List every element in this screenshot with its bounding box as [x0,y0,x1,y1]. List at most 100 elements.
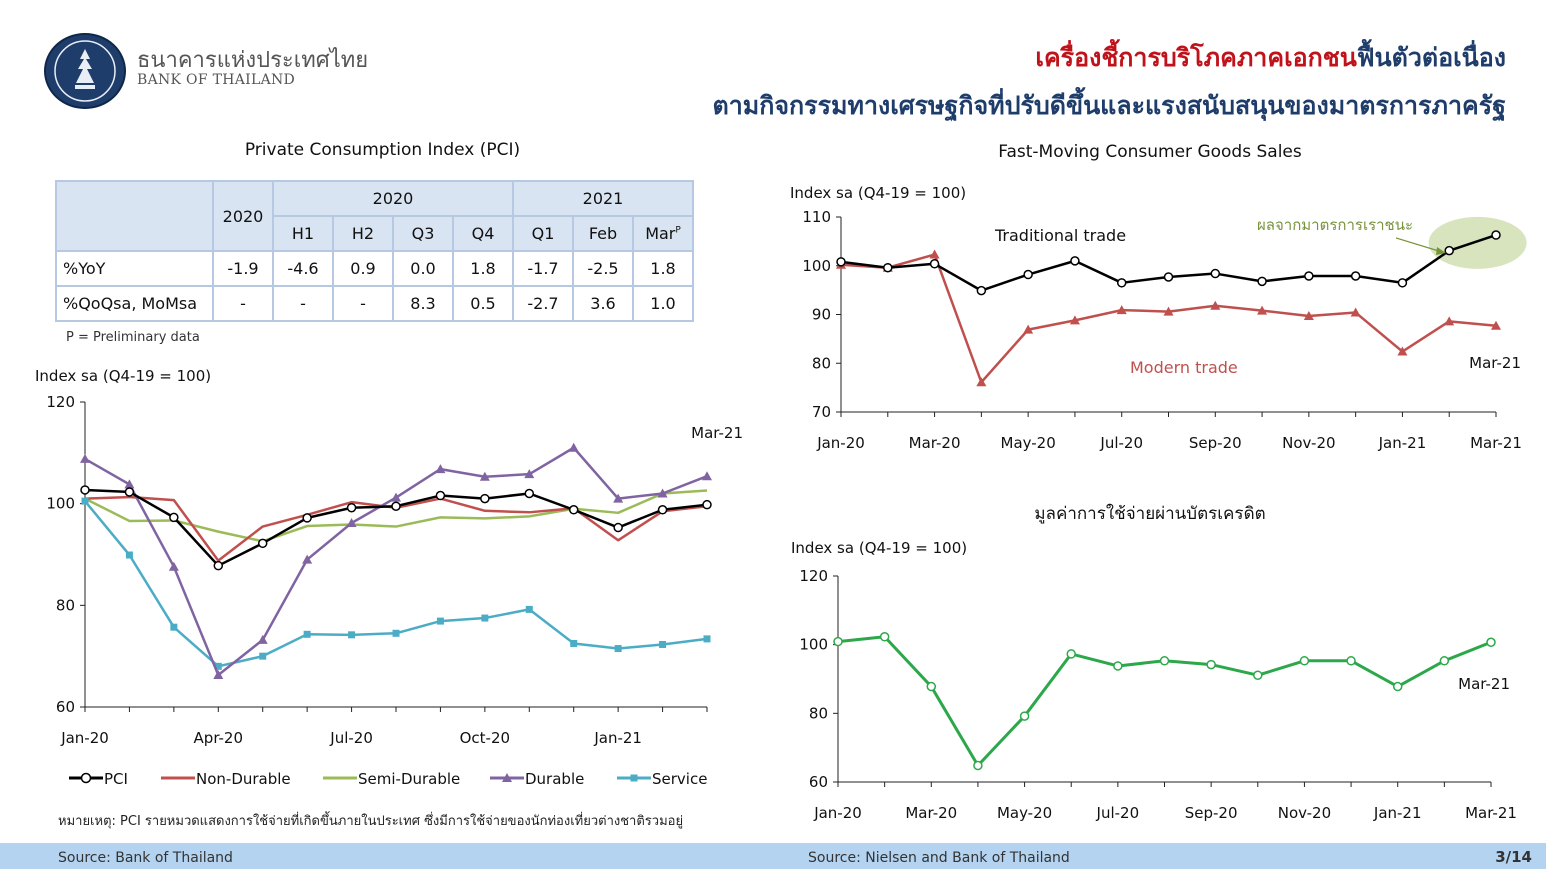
legend-item-semi-durable: Semi-Durable [322,770,460,788]
table-cell: 1.0 [632,285,694,322]
pci-series-point [257,538,268,549]
credit-card-series-point [1159,656,1170,666]
pci-series-point [302,513,312,523]
x-tick-label: Jul-20 [1096,804,1140,822]
highlight-ellipse [1428,216,1527,269]
table-header-feb: Feb [572,215,634,252]
pci-series-point [657,505,668,515]
table-group-2020: 2020 [272,180,514,217]
modern-trade-series-point [1116,305,1127,315]
fmcg-chart-title: Fast-Moving Consumer Goods Sales [998,142,1302,162]
traditional-trade-series-point [1210,268,1221,279]
credit-chart-title: มูลค่าการใช้จ่ายผ่านบัตรเครดิต [1034,504,1266,524]
x-tick-label: Mar-21 [1470,434,1522,452]
credit-card-series-point [1253,670,1263,680]
credit-card-series-point [1299,656,1310,666]
durable-series-point [302,554,313,564]
credit-card-series-point [1439,656,1450,666]
y-tick-label: 110 [802,208,831,226]
x-tick-label: Jan-20 [816,434,865,452]
pci-series-point [568,505,579,515]
service-series-point [170,623,178,631]
credit-card-series-point [1113,661,1123,671]
credit-card-series-point [1346,656,1356,666]
modern-trade-series-point [1163,306,1174,316]
table-cell: 0.9 [332,250,394,287]
legend-label-service: Service [652,770,708,788]
modern-trade-series-point [1257,305,1268,315]
legend-swatch-durable [490,773,524,782]
y-tick-label: 120 [46,393,75,411]
table-header-q1: Q1 [512,215,574,252]
credit-card-series-point [926,681,937,692]
annotation-arrow-line [1395,237,1443,253]
traditional-trade-series-point [1257,276,1267,287]
y-tick-label: 80 [812,354,831,372]
preliminary-marker: P [675,225,681,236]
footnote: หมายเหตุ: PCI รายหมวดแสดงการใช้จ่ายที่เก… [58,814,684,829]
x-tick-label: Apr-20 [194,729,244,747]
annotation-arrowhead-icon [1436,247,1446,255]
semi-durable-series-line [84,489,708,543]
pci-series-point [524,488,535,499]
slide-subtitle: ตามกิจกรรมทางเศรษฐกิจที่ปรับดีขึ้นและแรง… [712,91,1506,120]
traditional-trade-series-point [836,257,846,267]
service-series-point [703,635,711,643]
y-tick-label: 100 [799,636,828,654]
slide-title: เครื่องชี้การบริโภคภาคเอกชนฟื้นตัวต่อเนื… [1035,38,1506,78]
traditional-trade-series-point [1397,278,1408,288]
x-tick-label: Oct-20 [460,729,510,747]
modern-trade-series-point [1444,316,1455,326]
pci-series-point [124,487,135,497]
modern-trade-series-point [1023,324,1034,334]
durable-series-point [391,492,401,502]
service-series-point [392,629,400,637]
table-cell: 3.6 [572,285,634,322]
service-series-point [570,639,578,647]
x-tick-label: Jan-20 [813,804,862,822]
durable-series-point [479,471,490,481]
credit-card-series-point [1206,659,1216,670]
traditional-trade-series-point [976,285,987,296]
preliminary-note: P = Preliminary data [66,330,200,345]
table-cell: - [272,285,334,322]
x-tick-label: Mar-21 [1465,804,1517,822]
modern-trade-series-point [1397,346,1408,356]
y-tick-label: 60 [809,773,828,791]
y-tick-label: 90 [812,306,831,324]
fmcg-date-annotation: Mar-21 [1469,354,1521,372]
modern-trade-series-point [1491,320,1501,330]
durable-series-point [613,493,624,503]
table-row: %YoY -1.9 -4.6 0.9 0.0 1.8 -1.7 -2.5 1.8 [55,250,694,287]
table-header-mar-label: Mar [645,224,676,243]
service-series-point [525,605,533,613]
row-label: %QoQsa, MoMsa [55,285,214,322]
modern-trade-series-point [1069,315,1080,325]
durable-series-point [702,471,712,481]
credit-card-series-point [973,760,983,771]
durable-series-point [568,442,579,452]
credit-card-series-point [879,632,890,642]
x-tick-label: Sep-20 [1189,434,1242,452]
y-tick-label: 80 [809,704,828,722]
credit-chart-annotation: Mar-21 [1458,675,1510,693]
traditional-trade-series-point [1116,278,1127,288]
pci-line-chart: Index sa (Q4-19 = 100) Mar-21 60 80 100 120… [35,367,743,747]
table-cell: 8.3 [392,285,454,322]
traditional-trade-series-point [1491,230,1501,240]
modern-trade-series-point [1303,310,1314,320]
pci-series-point [480,493,490,504]
credit-chart-ylabel: Index sa (Q4-19 = 100) [791,539,967,557]
table-cell: -1.7 [512,250,574,287]
service-series-point [614,645,622,653]
x-tick-label: Jul-20 [329,729,373,747]
durable-series-point [213,669,224,679]
credit-card-series-point [1066,649,1076,659]
legend-label-durable: Durable [525,770,585,788]
table-cell: -2.5 [572,250,634,287]
pci-table-title: Private Consumption Index (PCI) [244,140,521,160]
table-group-2021: 2021 [512,180,694,217]
traditional-trade-series-point [1350,271,1361,281]
legend-label-semi-durable: Semi-Durable [358,770,461,788]
x-tick-label: May-20 [1001,434,1056,452]
